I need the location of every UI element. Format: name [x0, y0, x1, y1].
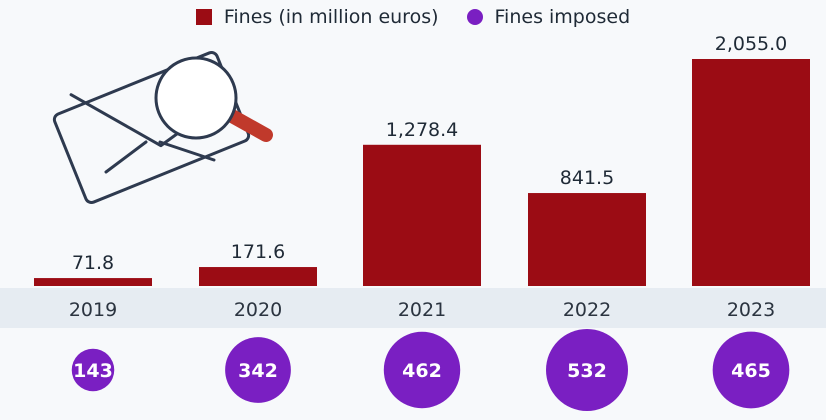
bubble-label-2019: 143	[73, 360, 113, 382]
bubble-label-2022: 532	[567, 360, 607, 382]
bubble-label-2021: 462	[402, 360, 442, 382]
year-label-2022: 2022	[563, 299, 611, 321]
bars-layer: 71.8 2019 171.6 2020 1,278.4 2021 841.5 2022 2,0…	[34, 33, 810, 321]
legend-item-count: Fines imposed	[466, 6, 631, 28]
bar-value-label-2020: 171.6	[231, 241, 285, 263]
bar-2019	[34, 278, 152, 286]
bubble-2022	[546, 329, 628, 411]
bar-value-label-2022: 841.5	[560, 167, 614, 189]
bar-value-label-2021: 1,278.4	[386, 119, 459, 141]
bubble-label-2023: 465	[731, 360, 771, 382]
bubbles-layer: 143 342 462 532 465	[71, 329, 790, 411]
bubble-2021	[383, 331, 461, 409]
bar-2022	[528, 193, 646, 286]
envelope-magnifier-icon	[52, 50, 273, 205]
year-label-2023: 2023	[727, 299, 775, 321]
bar-2020	[199, 267, 317, 286]
legend-item-fines: Fines (in million euros)	[195, 6, 439, 28]
bar-value-label-2023: 2,055.0	[715, 33, 788, 55]
legend-swatch-fines	[195, 9, 212, 25]
bubble-label-2020: 342	[238, 360, 278, 382]
bubble-2019	[71, 348, 115, 392]
bubble-2020	[225, 337, 291, 403]
legend: Fines (in million euros) Fines imposed	[0, 2, 826, 32]
year-label-2021: 2021	[398, 299, 446, 321]
bar-2023	[692, 59, 810, 286]
year-label-2019: 2019	[69, 299, 117, 321]
bar-2021	[363, 144, 481, 286]
bar-value-label-2019: 71.8	[72, 252, 114, 274]
bubble-2023	[712, 331, 790, 409]
year-band	[0, 288, 826, 328]
legend-label-fines: Fines (in million euros)	[223, 6, 439, 28]
year-label-2020: 2020	[234, 299, 282, 321]
legend-swatch-count	[466, 9, 483, 25]
legend-label-count: Fines imposed	[494, 6, 631, 28]
